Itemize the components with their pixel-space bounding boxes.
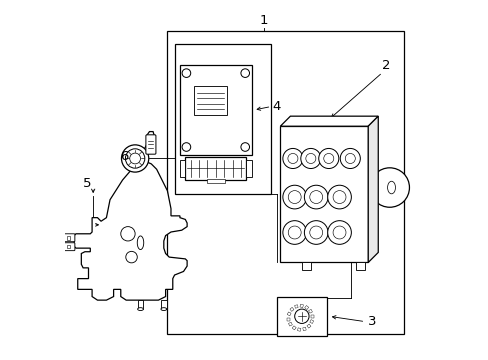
Circle shape: [129, 153, 140, 164]
Bar: [301, 262, 310, 270]
Polygon shape: [74, 132, 187, 300]
Polygon shape: [367, 116, 378, 262]
Circle shape: [345, 153, 355, 163]
FancyBboxPatch shape: [145, 135, 156, 154]
Bar: [280, 126, 367, 262]
Circle shape: [294, 309, 308, 323]
Bar: [294, 305, 298, 308]
Bar: [286, 312, 290, 316]
Bar: [206, 179, 224, 183]
Circle shape: [287, 226, 301, 239]
Bar: [174, 44, 271, 194]
Ellipse shape: [137, 308, 143, 311]
Circle shape: [182, 69, 190, 77]
Bar: [167, 31, 403, 334]
Bar: [137, 300, 143, 309]
Circle shape: [340, 148, 360, 168]
Text: 3: 3: [367, 315, 375, 328]
Bar: [310, 315, 313, 318]
Ellipse shape: [387, 181, 395, 194]
Bar: [297, 328, 300, 331]
Circle shape: [287, 190, 301, 203]
Bar: [289, 307, 293, 311]
Bar: [302, 327, 305, 330]
Circle shape: [332, 226, 346, 239]
Polygon shape: [280, 116, 378, 126]
Text: 1: 1: [260, 14, 268, 27]
Circle shape: [304, 221, 327, 244]
Bar: [304, 306, 308, 310]
Circle shape: [327, 221, 351, 244]
Bar: [276, 297, 326, 336]
Circle shape: [282, 148, 303, 168]
Bar: [161, 300, 166, 309]
Circle shape: [287, 153, 297, 163]
Ellipse shape: [161, 308, 166, 311]
Bar: [306, 324, 310, 328]
Circle shape: [125, 149, 144, 168]
FancyBboxPatch shape: [64, 243, 75, 251]
Circle shape: [309, 226, 322, 239]
Bar: [309, 320, 313, 324]
Circle shape: [369, 168, 408, 207]
Circle shape: [282, 185, 306, 209]
Bar: [299, 304, 303, 307]
Circle shape: [309, 190, 322, 203]
Bar: [180, 159, 185, 177]
Circle shape: [305, 153, 315, 163]
Circle shape: [323, 153, 333, 163]
Circle shape: [300, 148, 320, 168]
Bar: [355, 262, 364, 270]
Circle shape: [241, 69, 249, 77]
Circle shape: [318, 148, 338, 168]
Bar: [180, 65, 251, 155]
Circle shape: [332, 190, 346, 203]
Bar: [288, 322, 292, 326]
Circle shape: [327, 185, 351, 209]
Text: 5: 5: [83, 177, 91, 190]
Bar: [67, 245, 70, 248]
Circle shape: [121, 145, 148, 172]
Bar: [185, 157, 246, 180]
Text: 6: 6: [120, 150, 128, 163]
Text: 2: 2: [381, 59, 389, 72]
Circle shape: [304, 185, 327, 209]
Circle shape: [241, 143, 249, 151]
Bar: [246, 159, 251, 177]
Bar: [67, 236, 70, 239]
Bar: [194, 86, 226, 114]
Circle shape: [282, 221, 306, 244]
Circle shape: [182, 143, 190, 151]
Bar: [291, 326, 296, 330]
Bar: [308, 309, 312, 313]
Bar: [286, 318, 289, 320]
FancyBboxPatch shape: [64, 234, 75, 242]
Text: 4: 4: [272, 100, 281, 113]
